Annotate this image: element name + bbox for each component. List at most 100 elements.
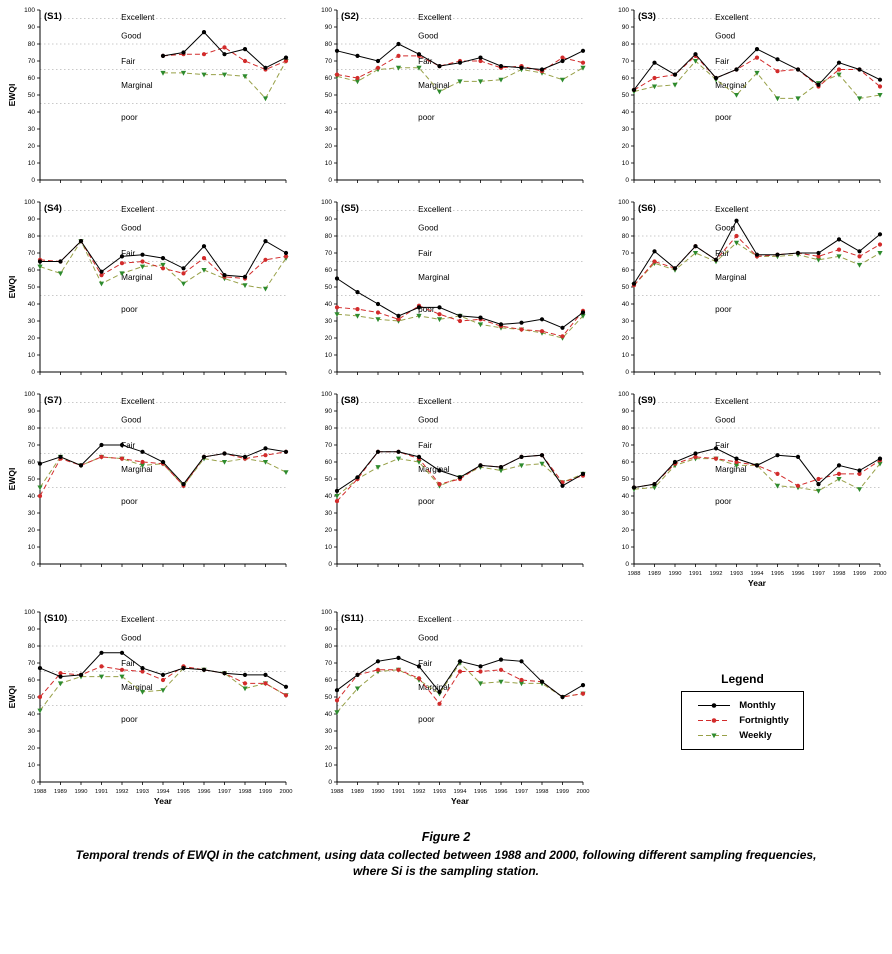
y-tick-label: 10 [28,352,36,359]
chart-id-label: (S5) [341,203,359,214]
y-tick-label: 100 [618,7,629,14]
triangle-marker [180,70,187,76]
circle-marker [140,666,145,671]
figure-caption-line1: Temporal trends of EWQI in the catchment… [75,848,817,862]
legend: Legend Monthly Fortnightly Weekly [594,606,891,816]
circle-marker [283,58,289,64]
circle-marker [478,463,483,468]
triangle-marker [877,461,883,467]
triangle-marker [477,681,484,687]
circle-marker [498,465,504,470]
y-tick-label: 20 [325,143,333,150]
series-line-fortnightly [633,456,881,488]
y-tick-label: 60 [622,459,630,466]
circle-marker [816,254,821,259]
category-label: poor [715,113,732,122]
circle-marker [160,256,166,261]
category-label: Good [418,634,438,643]
y-tick-label: 80 [622,233,630,240]
circle-marker [775,69,780,74]
circle-marker [775,57,780,62]
x-tick-label: 1997 [218,789,231,795]
category-label: Excellent [715,13,749,22]
chart-s9-svg: 0 10 20 30 40 50 60 70 80 90 100 1988 1989 1990 1991 19… [618,391,886,588]
triangle-marker [815,488,822,494]
circle-marker [519,65,524,70]
circle-marker [334,499,340,504]
circle-marker [519,320,524,325]
y-tick-label: 60 [325,75,333,82]
circle-marker [652,60,657,65]
category-label: Fair [715,441,729,450]
circle-marker [396,655,401,660]
circle-marker [222,451,227,456]
category-label: Good [715,224,735,233]
circle-marker [713,75,719,81]
triangle-marker [119,674,125,680]
circle-marker [560,334,565,339]
y-tick-label: 10 [28,544,36,551]
y-tick-label: 0 [328,177,332,184]
y-tick-label: 90 [325,408,333,415]
circle-marker [457,669,463,674]
circle-marker [201,244,207,249]
category-label: Good [418,416,438,425]
triangle-marker [354,686,361,692]
triangle-marker [477,79,484,85]
y-tick-label: 0 [625,561,629,568]
category-label: Fair [121,249,135,258]
circle-marker [416,676,422,681]
chart-id-label: (S4) [44,203,62,214]
chart-id-label: (S7) [44,395,62,406]
circle-marker [263,672,268,677]
category-label: Excellent [121,615,155,624]
y-tick-label: 30 [325,728,333,735]
category-label: Excellent [418,205,452,214]
circle-marker [355,290,360,295]
triangle-marker [559,77,566,83]
chart-panel-s7: 0 10 20 30 40 50 60 70 80 90 100 EWQI (S7) Excellent G… [0,388,297,598]
circle-marker [693,52,698,57]
triangle-marker [201,268,207,273]
triangle-marker [733,240,740,246]
circle-marker [877,84,883,89]
circle-marker [816,250,821,256]
triangle-marker [692,59,699,64]
y-tick-label: 30 [28,126,36,133]
circle-marker [263,453,268,458]
chart-panel-s6: 0 10 20 30 40 50 60 70 80 90 100 (S6) Excellent Good F… [594,196,891,380]
chart-s5-svg: 0 10 20 30 40 50 60 70 80 90 100 (S5) Excellent Good F… [321,199,586,376]
y-tick-label: 20 [28,143,36,150]
y-tick-label: 40 [325,301,333,308]
category-label: Fair [715,249,729,258]
circle-marker [78,463,84,468]
x-tick-label: 1998 [239,789,252,795]
series-line-weekly [633,60,881,99]
x-tick-label: 1988 [628,571,641,577]
x-tick-label: 1992 [710,571,723,577]
triangle-marker [221,72,228,78]
circle-marker [580,691,586,696]
triangle-marker [262,286,269,292]
y-tick-label: 80 [28,41,36,48]
triangle-marker [877,93,883,98]
circle-marker [396,313,401,318]
y-tick-label: 50 [28,92,36,99]
circle-marker [222,52,227,57]
triangle-marker [651,84,658,90]
circle-marker [119,667,125,672]
triangle-marker [836,72,842,78]
circle-marker [580,60,586,65]
triangle-marker [580,313,586,319]
y-tick-label: 60 [28,75,36,82]
triangle-marker [856,262,863,268]
category-label: Excellent [121,397,155,406]
circle-marker [375,65,381,70]
x-tick-label: 2000 [577,789,590,795]
circle-marker [334,488,340,493]
triangle-marker [37,708,43,714]
chart-id-label: (S11) [341,613,364,624]
category-label: poor [418,305,435,314]
circle-marker [283,449,289,454]
circle-marker [242,58,248,64]
